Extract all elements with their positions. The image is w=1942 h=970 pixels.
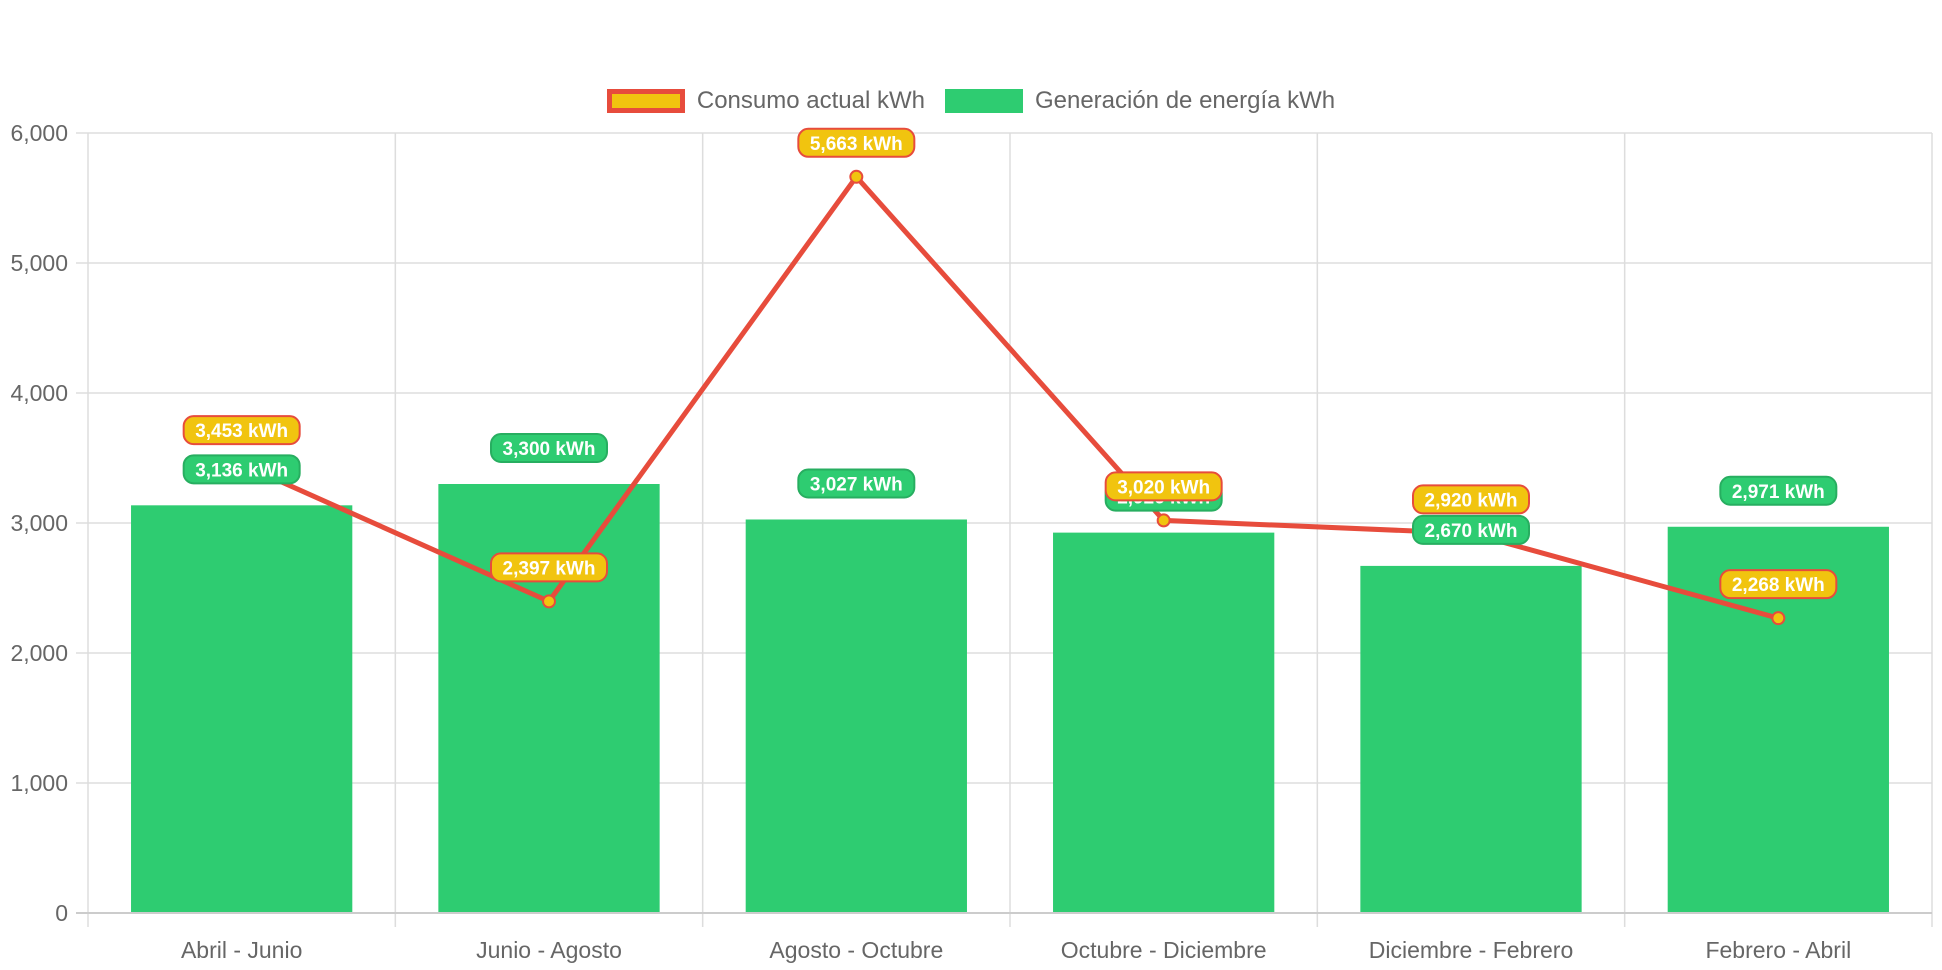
- y-tick-label: 4,000: [10, 380, 68, 406]
- legend-label-consumo: Consumo actual kWh: [696, 87, 925, 114]
- line-data-label: 2,920 kWh: [1425, 490, 1518, 511]
- legend-item-generacion[interactable]: Generación de energía kWh: [944, 87, 1336, 115]
- line-data-label-bg: [1412, 484, 1530, 515]
- line-data-label: 2,268 kWh: [1732, 575, 1825, 596]
- y-tick-label: 6,000: [10, 120, 68, 146]
- bar-data-label-bg: [1719, 475, 1838, 506]
- bar-data-label: 3,300 kWh: [503, 439, 596, 460]
- x-tick-label: Febrero - Abril: [1705, 937, 1851, 963]
- bar-data-label-bg: [1412, 514, 1530, 545]
- bar-data-label: 2,971 kWh: [1732, 482, 1825, 503]
- bar-data-label: 3,136 kWh: [195, 460, 288, 481]
- line-data-label-bg: [1104, 471, 1223, 502]
- line-data-label: 3,020 kWh: [1117, 477, 1210, 498]
- y-tick-label: 5,000: [10, 250, 68, 276]
- legend-label-generacion: Generación de energía kWh: [1034, 87, 1336, 114]
- line-data-label: 3,453 kWh: [195, 421, 288, 442]
- bar: [745, 519, 967, 913]
- line-data-label: 5,663 kWh: [810, 134, 903, 155]
- x-tick-label: Diciembre - Febrero: [1369, 937, 1574, 963]
- bar: [1360, 565, 1582, 913]
- line-data-label-bg: [182, 415, 301, 446]
- line-data-label: 2,397 kWh: [503, 558, 596, 579]
- line-point: [849, 169, 864, 184]
- bar: [438, 484, 660, 913]
- bar-data-label-bg: [182, 454, 301, 485]
- legend-item-consumo[interactable]: Consumo actual kWh: [606, 87, 925, 115]
- line-point: [1771, 611, 1786, 626]
- bar-data-label-bg: [797, 468, 916, 499]
- x-tick-label: Octubre - Diciembre: [1061, 937, 1267, 963]
- bar-data-label-bg: [490, 433, 608, 463]
- x-tick-label: Abril - Junio: [181, 937, 302, 963]
- line-point: [1156, 513, 1171, 528]
- bar: [1053, 532, 1275, 913]
- x-tick-label: Agosto - Octubre: [769, 937, 943, 963]
- legend-swatch-consumo: [606, 89, 685, 113]
- bar: [131, 505, 353, 913]
- line-data-label-bg: [797, 127, 916, 158]
- line-data-label-bg: [1719, 569, 1838, 600]
- line-data-label-bg: [490, 552, 608, 583]
- y-tick-label: 2,000: [10, 640, 68, 666]
- line-point: [542, 594, 556, 609]
- y-tick-label: 1,000: [10, 770, 68, 796]
- legend-swatch-generacion: [944, 89, 1023, 113]
- legend: Consumo actual kWh Generación de energía…: [0, 84, 1942, 118]
- bar-data-label: 3,027 kWh: [810, 474, 903, 495]
- y-tick-label: 3,000: [10, 510, 68, 536]
- bar-data-label: 2,670 kWh: [1425, 521, 1518, 542]
- y-tick-label: 0: [55, 900, 68, 926]
- x-tick-label: Junio - Agosto: [476, 937, 622, 963]
